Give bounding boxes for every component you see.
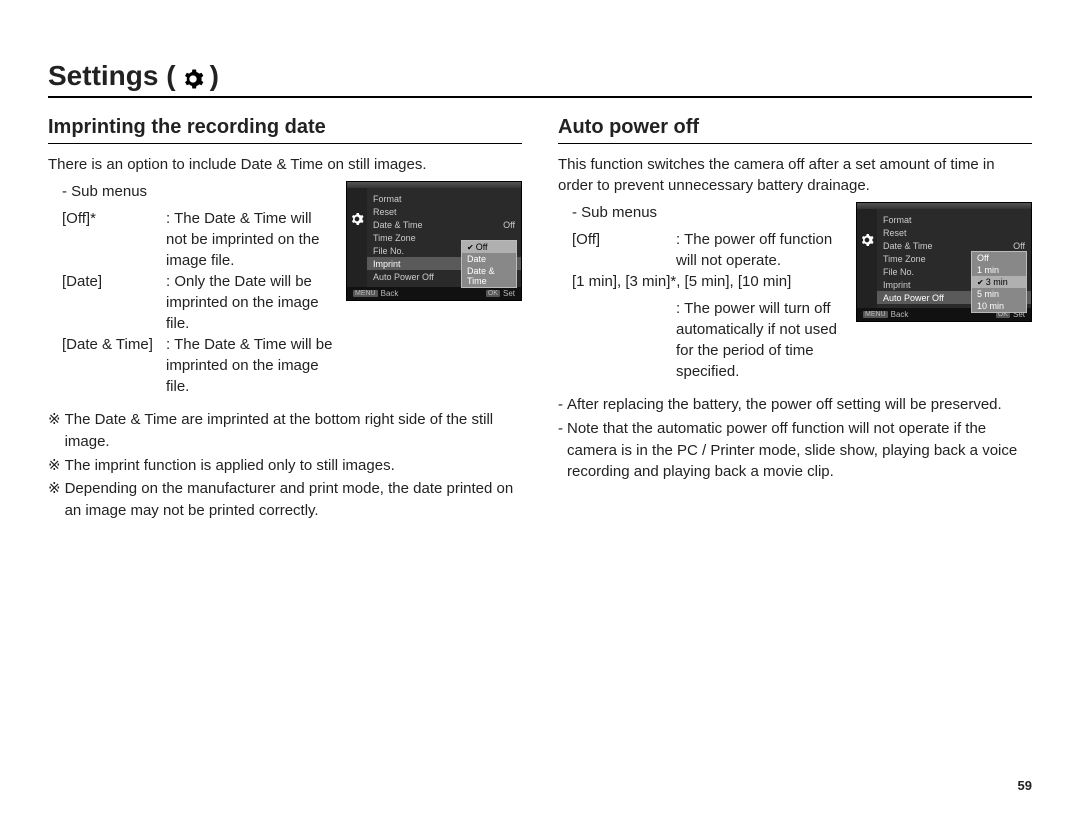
note-text: The Date & Time are imprinted at the bot…	[65, 409, 522, 453]
note-row: ※The Date & Time are imprinted at the bo…	[48, 409, 522, 453]
definition-label: [Date]	[62, 271, 166, 334]
left-submenu-label: - Sub menus	[48, 181, 336, 202]
definition-desc: : Only the Date will be imprinted on the…	[166, 271, 336, 334]
right-times-desc: : The power will turn off automatically …	[676, 298, 846, 382]
note-text: Depending on the manufacturer and print …	[65, 478, 522, 522]
right-notes: -After replacing the battery, the power …	[558, 394, 1032, 483]
cam-popup: ✔OffDateDate & Time	[461, 240, 517, 288]
cam-popup-option: 10 min	[972, 300, 1026, 312]
note-text: Note that the automatic power off functi…	[567, 418, 1032, 483]
cam-popup-option: Date & Time	[462, 265, 516, 287]
page-number: 59	[1018, 778, 1032, 793]
note-row: -After replacing the battery, the power …	[558, 394, 1032, 416]
cam-menu-item: Reset	[877, 226, 1031, 239]
definition-label: [Date & Time]	[62, 334, 166, 397]
cam-menu-item: Date & TimeOff	[367, 218, 521, 231]
right-column: Auto power off This function switches th…	[558, 116, 1032, 524]
note-mark: ※	[48, 455, 61, 477]
page-title: Settings ( )	[48, 60, 1032, 98]
right-defs: [Off]: The power off function will not o…	[558, 229, 846, 271]
note-mark: -	[558, 394, 563, 416]
cam-popup-option: ✔Off	[462, 241, 516, 253]
gear-icon	[182, 65, 204, 87]
left-intro: There is an option to include Date & Tim…	[48, 154, 522, 175]
cam-popup-option: Date	[462, 253, 516, 265]
note-row: -Note that the automatic power off funct…	[558, 418, 1032, 483]
note-mark: -	[558, 418, 563, 483]
definition-row: [Date]: Only the Date will be imprinted …	[62, 271, 336, 334]
cam-menu-item: Reset	[367, 205, 521, 218]
definition-label: [Off]	[572, 229, 676, 271]
cam-bottom-bar: MENUBackOKSet	[347, 287, 521, 300]
definition-desc: : The Date & Time will be imprinted on t…	[166, 334, 336, 397]
right-times-desc-row: : The power will turn off automatically …	[558, 298, 846, 382]
title-suffix: )	[210, 60, 219, 92]
cam-side-icons	[857, 209, 877, 308]
note-text: After replacing the battery, the power o…	[567, 394, 1032, 416]
right-submenu-label: - Sub menus	[558, 202, 846, 223]
right-times-line: [1 min], [3 min]*, [5 min], [10 min]	[558, 271, 846, 292]
cam-screenshot-imprint: FormatResetDate & TimeOffTime ZoneFile N…	[346, 181, 522, 301]
cam-popup-option: Off	[972, 252, 1026, 264]
definition-row: [Date & Time]: The Date & Time will be i…	[62, 334, 336, 397]
definition-row: [Off]: The power off function will not o…	[572, 229, 846, 271]
note-mark: ※	[48, 478, 61, 522]
two-column-layout: Imprinting the recording date There is a…	[48, 116, 1032, 524]
right-intro: This function switches the camera off af…	[558, 154, 1032, 196]
cam-screenshot-autopower: FormatResetDate & TimeOffTime ZoneFile N…	[856, 202, 1032, 322]
note-text: The imprint function is applied only to …	[65, 455, 522, 477]
definition-desc: : The Date & Time will not be imprinted …	[166, 208, 336, 271]
left-column: Imprinting the recording date There is a…	[48, 116, 522, 524]
note-row: ※The imprint function is applied only to…	[48, 455, 522, 477]
left-notes: ※The Date & Time are imprinted at the bo…	[48, 409, 522, 522]
title-prefix: Settings (	[48, 60, 176, 92]
cam-menu-item: Format	[877, 213, 1031, 226]
note-row: ※Depending on the manufacturer and print…	[48, 478, 522, 522]
cam-popup: Off1 min✔3 min5 min10 min	[971, 251, 1027, 313]
cam-menu-item: Format	[367, 192, 521, 205]
left-defs: [Off]*: The Date & Time will not be impr…	[48, 208, 336, 397]
definition-row: [Off]*: The Date & Time will not be impr…	[62, 208, 336, 271]
definition-label: [Off]*	[62, 208, 166, 271]
right-heading: Auto power off	[558, 116, 1032, 144]
note-mark: ※	[48, 409, 61, 453]
cam-popup-option: 5 min	[972, 288, 1026, 300]
cam-side-icons	[347, 188, 367, 287]
cam-popup-option: ✔3 min	[972, 276, 1026, 288]
left-heading: Imprinting the recording date	[48, 116, 522, 144]
cam-popup-option: 1 min	[972, 264, 1026, 276]
definition-desc: : The power off function will not operat…	[676, 229, 846, 271]
